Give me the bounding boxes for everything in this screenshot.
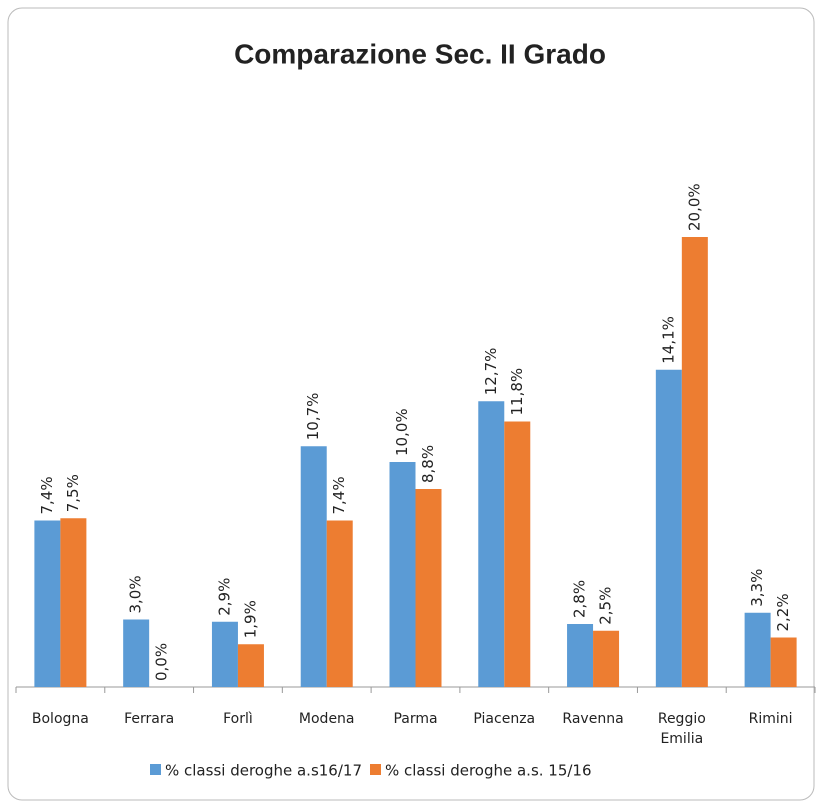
bar (744, 612, 771, 687)
bar (504, 421, 531, 687)
bar (655, 369, 682, 687)
legend-swatch (150, 764, 161, 775)
value-label: 7,5% (64, 474, 82, 512)
bar (389, 462, 416, 687)
value-label: 14,1% (659, 316, 677, 364)
value-label: 7,4% (38, 476, 56, 514)
value-label: 2,8% (571, 580, 589, 618)
bar (478, 401, 505, 687)
legend-label: % classi deroghe a.s. 15/16 (385, 762, 592, 780)
bar (34, 520, 61, 687)
bar (681, 237, 708, 687)
bar (237, 644, 264, 687)
x-tick-label: Reggio Emilia (657, 711, 706, 747)
value-label: 2,9% (215, 578, 233, 616)
bar (123, 619, 150, 687)
x-tick-label: Ravenna (562, 711, 624, 727)
value-label: 3,0% (127, 575, 145, 613)
x-tick-label: Rimini (748, 711, 793, 727)
value-label: 7,4% (330, 476, 348, 514)
value-label: 20,0% (685, 183, 703, 231)
bar (415, 489, 442, 687)
value-label: 3,3% (748, 569, 766, 607)
chart-frame (7, 7, 815, 801)
legend-label: % classi deroghe a.s16/17 (165, 762, 362, 780)
x-tick-label: Bologna (31, 711, 89, 727)
bar (300, 446, 327, 687)
x-tick-label: Piacenza (473, 711, 536, 727)
bar (770, 637, 797, 687)
bar (326, 520, 353, 687)
chart-title: Comparazione Sec. II Grado (234, 38, 606, 69)
value-label: 2,2% (774, 593, 792, 631)
x-tick-label: Modena (298, 711, 355, 727)
x-tick-label: Parma (393, 711, 438, 727)
x-tick-label: Forlì (223, 711, 253, 727)
bar (60, 518, 87, 687)
value-label: 0,0% (153, 643, 171, 681)
value-label: 10,7% (304, 393, 322, 441)
value-label: 10,0% (393, 408, 411, 456)
bar (567, 624, 594, 687)
legend-swatch (370, 764, 381, 775)
x-tick-label: Ferrara (124, 711, 175, 727)
value-label: 2,5% (597, 587, 615, 625)
bar (593, 630, 620, 687)
value-label: 1,9% (241, 600, 259, 638)
value-label: 11,8% (508, 368, 526, 416)
value-label: 12,7% (482, 348, 500, 396)
value-label: 8,8% (419, 445, 437, 483)
bar (211, 621, 238, 687)
